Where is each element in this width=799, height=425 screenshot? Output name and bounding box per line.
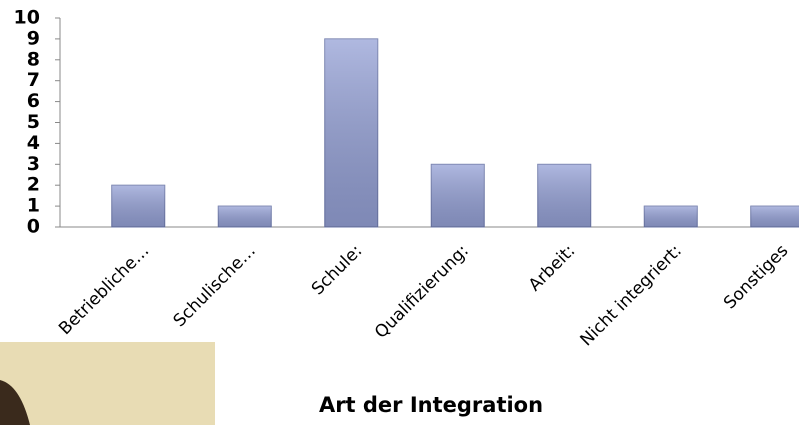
x-tick-label: Arbeit: (525, 241, 579, 295)
bar-shade (750, 206, 799, 227)
x-tick-label: Betriebliche… (55, 241, 153, 339)
x-tick-label: Qualifizierung: (371, 241, 473, 343)
background-photo (0, 342, 215, 425)
y-tick-label: 6 (27, 90, 40, 112)
y-tick-label: 5 (27, 111, 40, 133)
y-tick-label: 10 (14, 7, 40, 29)
bar-shade (537, 164, 591, 227)
y-tick-label: 1 (27, 195, 40, 217)
x-tick-label: Nicht integriert: (576, 241, 685, 350)
x-axis-title: Art der Integration (319, 393, 543, 417)
y-tick-label: 9 (27, 27, 40, 49)
x-tick-label: Schulische… (170, 241, 260, 331)
bar-shade (324, 38, 378, 228)
y-tick-label: 7 (27, 69, 40, 91)
y-tick-label: 8 (27, 48, 40, 70)
y-tick-label: 4 (27, 132, 40, 154)
x-tick-label: Schule: (308, 241, 366, 299)
y-tick-label: 0 (27, 216, 40, 238)
bar-shade (111, 185, 165, 227)
bar-shade (431, 164, 485, 227)
bar-shade (644, 206, 698, 227)
y-tick-label: 2 (27, 174, 40, 196)
x-tick-label: Sonstiges (720, 241, 792, 313)
y-tick-label: 3 (27, 153, 40, 175)
bar-shade (218, 206, 272, 227)
